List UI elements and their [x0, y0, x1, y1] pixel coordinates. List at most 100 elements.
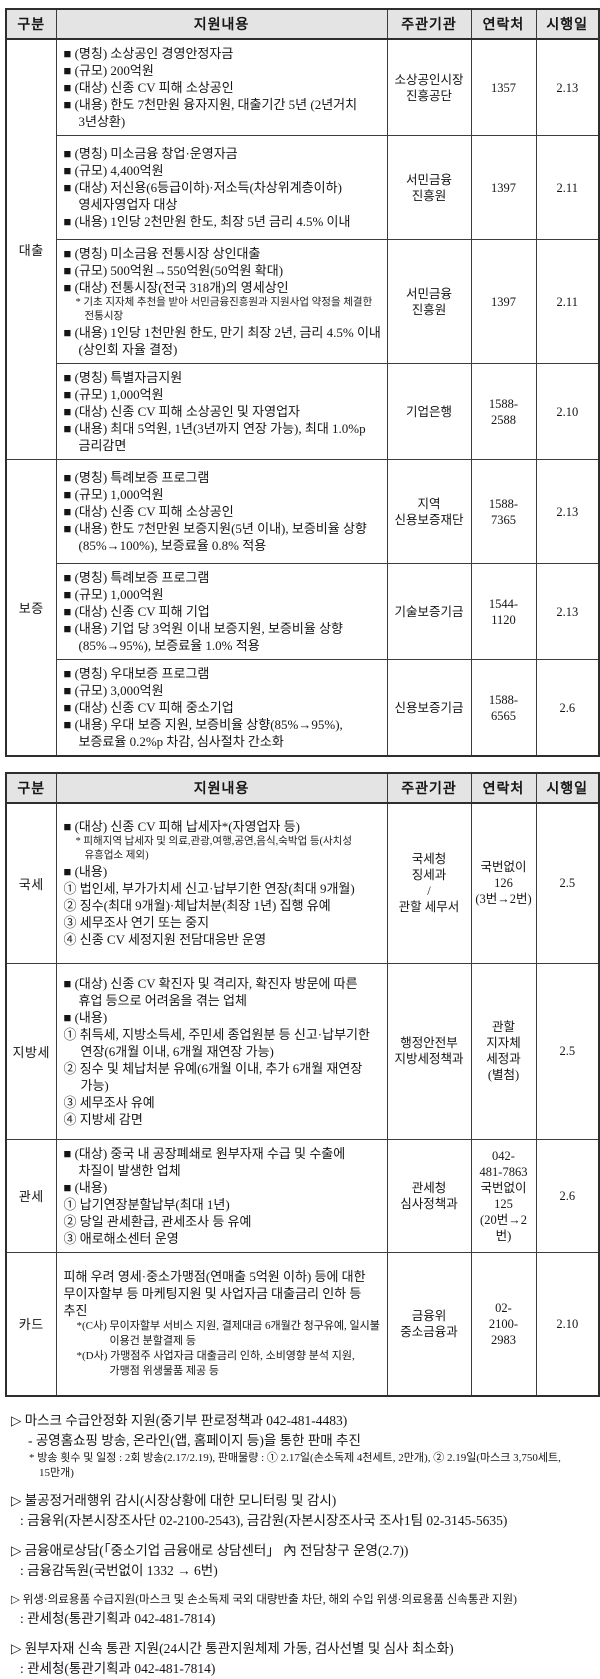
text-line: ■ (내용) 1인당 2천만원 한도, 최장 5년 금리 4.5% 이내 — [63, 214, 351, 229]
text-line: ■ (명칭) 미소금융 창업·운영자금 — [63, 146, 238, 161]
col-header-date: 시행일 — [535, 772, 600, 804]
agency-cell: 국세청 징세과 / 관할 세무서 — [386, 802, 472, 964]
content-cell: ■ (명칭) 소상공인 경영안정자금 ■ (규모) 200억원 ■ (대상) 신종 … — [55, 38, 388, 136]
contact-cell: 1397 — [470, 135, 537, 240]
text-line: ■ (명칭) 미소금융 전통시장 상인대출 — [63, 246, 261, 261]
category-cell-card: 카드 — [5, 1251, 57, 1397]
text-line: * 기초 지자체 추천을 받아 서민금융진흥원과 지원사업 약정을 체결한 전통… — [75, 297, 373, 322]
text-line: ■ (규모) 4,400억원 — [63, 163, 164, 178]
table-row: ■ (명칭) 특례보증 프로그램 ■ (규모) 1,000억원 ■ (대상) 신종 … — [6, 563, 600, 660]
text-line: ▷ 금융애로상담(「중소기업 금융애로 상담센터」 內 전담창구 운영(2.7)… — [11, 1543, 409, 1558]
content-cell: ■ (명칭) 특례보증 프로그램 ■ (규모) 1,000억원 ■ (대상) 신종 … — [55, 459, 388, 564]
text-line: ■ (규모) 1,000억원 — [63, 387, 164, 402]
text-line: - 공영홈쇼핑 방송, 온라인(앱, 홈페이지 등)을 통한 판매 추진 — [28, 1433, 361, 1448]
text-line: ■ (규모) 500억원→550억원(50억원 확대) — [63, 263, 284, 278]
content-cell: ■ (명칭) 특례보증 프로그램 ■ (규모) 1,000억원 ■ (대상) 신종 … — [55, 563, 388, 660]
agency-cell: 소상공인시장 진흥공단 — [386, 38, 472, 136]
date-cell: 2.13 — [535, 38, 600, 136]
text-line: ■ (규모) 3,000억원 — [63, 683, 164, 698]
support-table-loans-guarantees: 구분 지원내용 주관기관 연락처 시행일 대출 ■ (명칭) 소상공인 경영안정… — [5, 8, 600, 757]
text-line: ■ (명칭) 우대보증 프로그램 — [63, 666, 210, 681]
text-line: ▷ 마스크 수급안정화 지원(중기부 판로정책과 042-481-4483) — [11, 1413, 348, 1428]
text-line: ■ (명칭) 특례보증 프로그램 — [63, 570, 210, 585]
date-cell: 2.6 — [535, 659, 600, 757]
text-line: * 피해지역 납세자 및 의료,관광,여행,공연,음식,숙박업 등(사치성 유흥… — [75, 836, 353, 862]
support-table-taxes-cards: 구분 지원내용 주관기관 연락처 시행일 국세 ■ (대상) 신종 CV 피해 … — [5, 772, 600, 1397]
table-row: ■ (명칭) 특별자금지원 ■ (규모) 1,000억원 ■ (대상) 신종 CV … — [6, 363, 600, 460]
contact-cell: 042- 481-7863 국번없이 125 (20번→2번) — [470, 1138, 537, 1253]
contact-cell: 1357 — [470, 38, 537, 136]
text-line: : 관세청(통관기획과 042-481-7814) — [20, 1661, 216, 1676]
agency-cell: 금융위 중소금융과 — [386, 1251, 472, 1397]
text-line: 피해 우려 영세·중소가맹점(연매출 5억원 이하) 등에 대한 무이자할부 등… — [63, 1269, 366, 1319]
agency-cell: 관세청 심사정책과 — [386, 1138, 472, 1253]
content-cell: ■ (명칭) 미소금융 창업·운영자금 ■ (규모) 4,400억원 ■ (대상) … — [55, 135, 388, 240]
text-line: ■ (대상) 전통시장(전국 318개)의 영세상인 — [63, 280, 289, 295]
text-line: ② 징수 및 체납처분 유예(6개월 이내, 추가 6개월 재연장 가능) — [63, 1060, 363, 1093]
text-line: ■ (대상) 신종 CV 피해 납세자*(자영업자 등) — [63, 819, 300, 835]
table-row: ■ (명칭) 미소금융 창업·운영자금 ■ (규모) 4,400억원 ■ (대상) … — [6, 135, 600, 240]
text-line: ① 취득세, 지방소득세, 주민세 종업원분 등 신고·납부기한 연장(6개월 … — [63, 1026, 370, 1059]
content-cell: ■ (명칭) 특별자금지원 ■ (규모) 1,000억원 ■ (대상) 신종 CV … — [55, 363, 388, 460]
text-line: ■ (명칭) 특별자금지원 — [63, 370, 183, 385]
table-header-row: 구분 지원내용 주관기관 연락처 시행일 — [5, 772, 600, 804]
text-line: ■ (내용) — [63, 1179, 108, 1195]
text-line: ■ (명칭) 소상공인 경영안정자금 — [63, 46, 234, 61]
text-line: ② 당일 관세환급, 관세조사 등 유예 — [63, 1213, 252, 1229]
text-line: ■ (내용) 한도 7천만원 융자지원, 대출기간 5년 (2년거치 3년상환) — [63, 97, 358, 129]
col-header-support-content: 지원내용 — [55, 8, 388, 40]
table-row: ■ (명칭) 우대보증 프로그램 ■ (규모) 3,000억원 ■ (대상) 신종 … — [6, 659, 600, 757]
agency-cell: 지역 신용보증재단 — [386, 459, 472, 564]
contact-cell: 1588- 6565 — [470, 659, 537, 757]
text-line: : 관세청(통관기획과 042-481-7814) — [20, 1611, 216, 1626]
text-line: ■ (명칭) 특례보증 프로그램 — [63, 470, 210, 485]
text-line: ■ (규모) 200억원 — [63, 63, 154, 78]
table-row: 관세 ■ (대상) 중국 내 공장폐쇄로 원부자재 수급 및 수출에 차질이 발… — [5, 1138, 600, 1253]
col-header-category: 구분 — [5, 8, 57, 40]
text-line: * 방송 횟수 및 일정 : 2회 방송(2.17/2.19), 판매물량 : … — [29, 1452, 561, 1479]
table-row: 카드 피해 우려 영세·중소가맹점(연매출 5억원 이하) 등에 대한 무이자할… — [5, 1251, 600, 1397]
text-line: ■ (대상) 신종 CV 피해 소상공인 — [63, 504, 234, 519]
contact-cell: 02- 2100- 2983 — [470, 1251, 537, 1397]
text-line: ■ (내용) 한도 7천만원 보증지원(5년 이내), 보증비율 상향(85%→… — [63, 521, 367, 553]
col-header-support-content: 지원내용 — [55, 772, 388, 804]
text-line: ■ (대상) 신종 CV 확진자 및 격리자, 확진자 방문에 따른 휴업 등으… — [63, 975, 358, 1008]
date-cell: 2.11 — [535, 239, 600, 364]
contact-cell: 1397 — [470, 239, 537, 364]
text-line: ■ (내용) 최대 5억원, 1년(3년까지 연장 가능), 최대 1.0%p … — [63, 421, 366, 453]
text-line: ④ 신종 CV 세정지원 전담대응반 운영 — [63, 932, 267, 948]
text-line: ■ (내용) 기업 당 3억원 이내 보증지원, 보증비율 상향(85%→95%… — [63, 621, 344, 653]
contact-cell: 국번없이 126 (3번→2번) — [470, 802, 537, 964]
text-line: ■ (대상) 신종 CV 피해 기업 — [63, 604, 210, 619]
col-header-date: 시행일 — [535, 8, 600, 40]
date-cell: 2.10 — [535, 1251, 600, 1397]
col-header-agency: 주관기관 — [386, 8, 472, 40]
table-row: 국세 ■ (대상) 신종 CV 피해 납세자*(자영업자 등) * 피해지역 납세… — [5, 802, 600, 964]
date-cell: 2.5 — [535, 802, 600, 964]
text-line: ③ 애로해소센터 운영 — [63, 1230, 179, 1246]
text-line: *(C사) 무이자할부 서비스 지원, 결제대금 6개월간 청구유예, 일시불 … — [76, 1320, 380, 1348]
col-header-agency: 주관기관 — [386, 772, 472, 804]
text-line: ■ (내용) — [63, 1009, 108, 1025]
text-line: ■ (대상) 신종 CV 피해 소상공인 — [63, 80, 234, 95]
date-cell: 2.6 — [535, 1138, 600, 1253]
category-cell-national-tax: 국세 — [5, 802, 57, 964]
date-cell: 2.11 — [535, 135, 600, 240]
text-line: : 금융위(자본시장조사단 02-2100-2543), 금감원(자본시장조사국… — [20, 1513, 508, 1528]
col-header-category: 구분 — [5, 772, 57, 804]
text-line: ③ 세무조사 유예 — [63, 1094, 155, 1110]
agency-cell: 행정안전부 지방세정책과 — [386, 962, 472, 1140]
text-line: ■ (규모) 1,000억원 — [63, 587, 164, 602]
table-header-row: 구분 지원내용 주관기관 연락처 시행일 — [5, 8, 600, 40]
text-line: ① 납기연장분할납부(최대 1년) — [63, 1196, 230, 1212]
contact-cell: 1588- 7365 — [470, 459, 537, 564]
agency-cell: 서민금융 진흥원 — [386, 239, 472, 364]
category-cell-customs: 관세 — [5, 1138, 57, 1253]
contact-cell: 관할 지자체 세정과 (별첨) — [470, 962, 537, 1140]
text-line: ▷ 불공정거래행위 감시(시장상황에 대한 모니터링 및 감시) — [11, 1493, 337, 1508]
date-cell: 2.5 — [535, 962, 600, 1140]
text-line: ① 법인세, 부가가치세 신고·납부기한 연장(최대 9개월) — [63, 881, 355, 897]
category-cell-guarantee: 보증 — [5, 459, 57, 757]
table-row: 보증 ■ (명칭) 특례보증 프로그램 ■ (규모) 1,000억원 ■ (대상) … — [5, 459, 600, 757]
category-cell-local-tax: 지방세 — [5, 962, 57, 1140]
